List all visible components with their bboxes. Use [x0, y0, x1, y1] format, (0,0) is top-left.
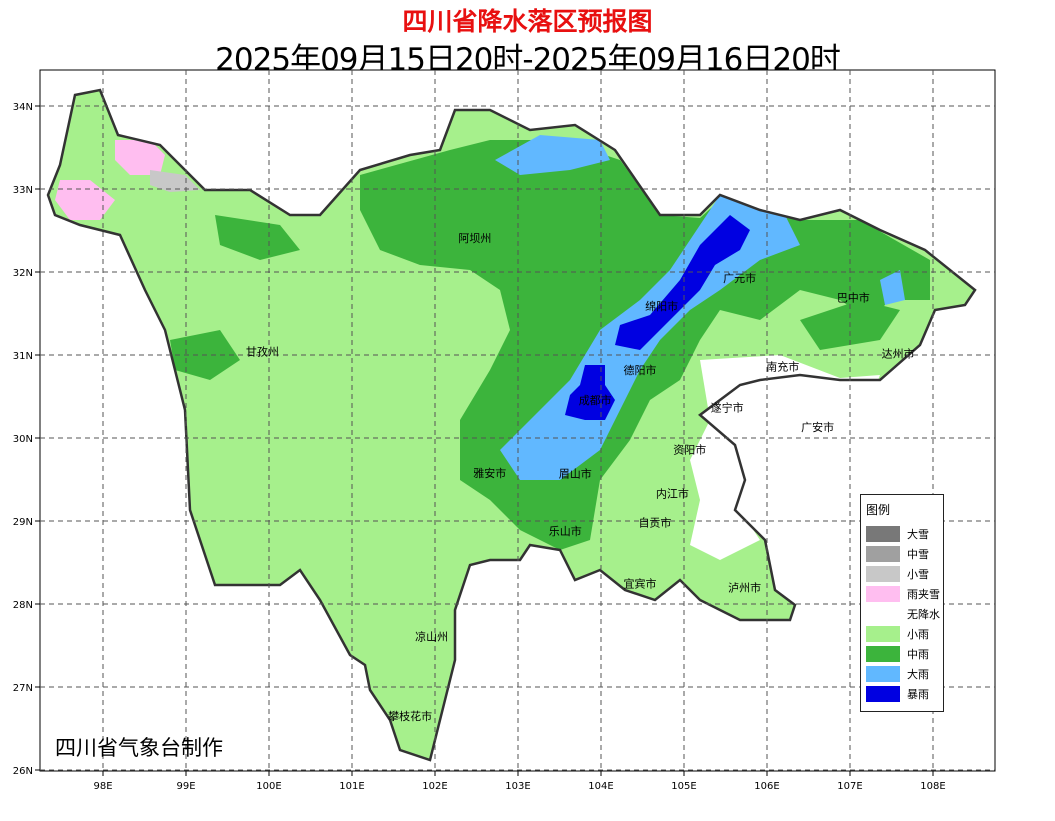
lon-tick-label: 98E: [93, 781, 112, 792]
legend-item: 中雪: [866, 544, 943, 564]
legend-label: 小雨: [907, 628, 929, 641]
legend-item: 小雪: [866, 564, 943, 584]
city-label: 广元市: [723, 271, 756, 285]
city-label: 绵阳市: [645, 299, 678, 313]
credit-text: 四川省气象台制作: [55, 736, 223, 760]
city-label: 凉山州: [415, 629, 448, 643]
moderate-rain-area: [215, 215, 300, 260]
legend: 图例 大雪中雪小雪雨夹雪无降水小雨中雨大雨暴雨: [860, 494, 944, 712]
legend-item: 大雪: [866, 524, 943, 544]
legend-label: 中雨: [907, 648, 929, 661]
lon-tick-label: 106E: [754, 781, 779, 792]
city-label: 甘孜州: [246, 345, 279, 359]
legend-label: 雨夹雪: [907, 588, 940, 601]
axis-ticks: 98E 99E 100E 101E 102E 103E 104E 105E 106E 107E 10…: [13, 102, 946, 792]
city-label: 达州市: [882, 346, 915, 360]
city-label: 自贡市: [638, 516, 671, 530]
legend-swatch: [866, 666, 900, 682]
legend-label: 暴雨: [907, 688, 929, 701]
city-label: 资阳市: [673, 443, 706, 457]
lat-tick-label: 34N: [13, 102, 33, 113]
city-label: 遂宁市: [711, 400, 744, 414]
map-title: 四川省降水落区预报图: [402, 7, 653, 36]
city-label: 泸州市: [728, 580, 761, 594]
lat-tick-label: 27N: [13, 683, 33, 694]
sleet-area: [115, 140, 165, 175]
city-label: 巴中市: [837, 291, 870, 305]
legend-swatch: [866, 526, 900, 542]
lon-tick-label: 104E: [588, 781, 613, 792]
legend-swatch: [866, 686, 900, 702]
lon-tick-label: 108E: [920, 781, 945, 792]
legend-label: 无降水: [907, 608, 940, 621]
legend-label: 中雪: [907, 548, 929, 561]
lon-tick-label: 102E: [422, 781, 447, 792]
city-label: 阿坝州: [458, 231, 491, 245]
heavy-rain-area: [880, 270, 905, 305]
graticule: [40, 70, 995, 771]
legend-item: 无降水: [866, 604, 943, 624]
lon-tick-label: 107E: [837, 781, 862, 792]
city-label: 广安市: [801, 420, 834, 434]
lat-tick-label: 29N: [13, 517, 33, 528]
lon-tick-label: 100E: [256, 781, 281, 792]
city-label: 德阳市: [624, 363, 657, 377]
city-label: 眉山市: [559, 467, 592, 481]
legend-swatch: [866, 606, 900, 622]
lon-tick-label: 99E: [176, 781, 195, 792]
legend-item: 中雨: [866, 644, 943, 664]
legend-swatch: [866, 586, 900, 602]
legend-label: 大雪: [907, 528, 929, 541]
lat-tick-label: 30N: [13, 434, 33, 445]
heavy-rain-area: [495, 135, 610, 175]
lon-tick-label: 101E: [339, 781, 364, 792]
lat-tick-label: 32N: [13, 268, 33, 279]
city-label: 攀枝花市: [388, 709, 432, 723]
city-label: 成都市: [579, 393, 612, 407]
city-label: 乐山市: [549, 524, 582, 538]
lon-tick-label: 105E: [671, 781, 696, 792]
city-label: 南充市: [766, 360, 799, 374]
rainstorm-area: [565, 365, 615, 420]
legend-item: 雨夹雪: [866, 584, 943, 604]
city-label: 内江市: [656, 487, 689, 501]
lat-tick-label: 26N: [13, 766, 33, 777]
sleet-area: [55, 180, 115, 220]
rainstorm-area: [615, 215, 750, 350]
city-label: 宜宾市: [624, 576, 657, 590]
legend-item: 大雨: [866, 664, 943, 684]
lon-tick-label: 103E: [505, 781, 530, 792]
legend-item: 暴雨: [866, 684, 943, 704]
legend-swatch: [866, 566, 900, 582]
legend-label: 小雪: [907, 568, 929, 581]
legend-title: 图例: [866, 503, 891, 517]
city-label: 雅安市: [473, 466, 506, 480]
legend-swatch: [866, 646, 900, 662]
lat-tick-label: 28N: [13, 600, 33, 611]
legend-swatch: [866, 626, 900, 642]
legend-swatch: [866, 546, 900, 562]
lat-tick-label: 31N: [13, 351, 33, 362]
legend-label: 大雨: [907, 668, 929, 681]
light-snow-area: [150, 170, 200, 192]
lat-tick-label: 33N: [13, 185, 33, 196]
legend-item: 小雨: [866, 624, 943, 644]
